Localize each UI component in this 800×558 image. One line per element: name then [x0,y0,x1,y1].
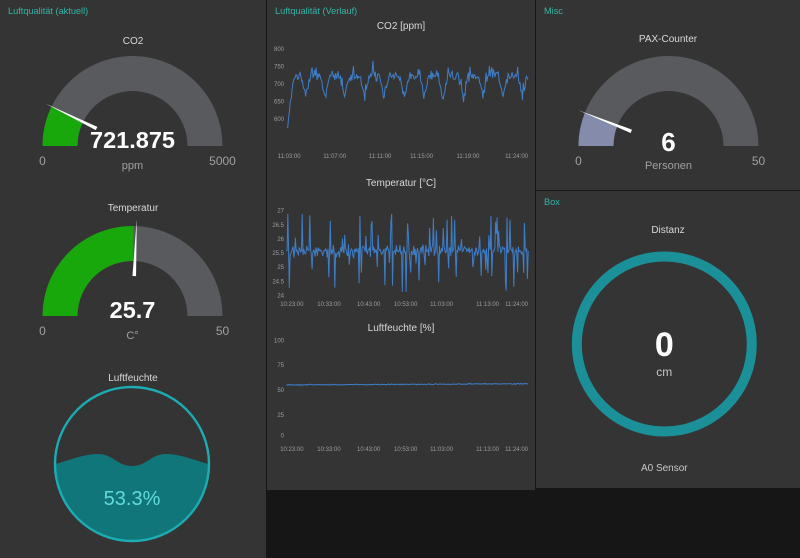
svg-text:721.875: 721.875 [90,127,175,153]
svg-text:50: 50 [277,388,284,394]
svg-text:24.5: 24.5 [272,279,284,285]
svg-text:50: 50 [216,324,230,338]
svg-text:0: 0 [575,154,582,168]
svg-text:10:33:00: 10:33:00 [317,302,341,308]
svg-text:27: 27 [277,209,284,215]
svg-text:0: 0 [39,154,46,168]
svg-text:11:13:00: 11:13:00 [476,447,500,453]
svg-text:26: 26 [277,237,284,243]
svg-text:10:53:00: 10:53:00 [394,302,418,308]
svg-text:650: 650 [274,99,285,105]
svg-text:25.5: 25.5 [272,251,284,257]
svg-text:11:24:00: 11:24:00 [505,302,529,308]
svg-text:26.5: 26.5 [272,223,284,229]
svg-text:700: 700 [274,82,285,88]
svg-text:100: 100 [274,339,285,345]
svg-text:25: 25 [277,413,284,419]
svg-text:10:23:00: 10:23:00 [280,302,304,308]
svg-text:6: 6 [661,127,675,157]
svg-text:0: 0 [39,324,46,338]
svg-text:11:03:00: 11:03:00 [430,447,454,453]
svg-text:53.3%: 53.3% [104,488,161,510]
svg-text:0: 0 [281,434,285,440]
svg-text:5000: 5000 [209,154,236,168]
svg-text:750: 750 [274,64,285,70]
svg-text:800: 800 [274,47,285,53]
svg-text:10:43:00: 10:43:00 [357,302,381,308]
svg-text:75: 75 [277,363,284,369]
svg-text:11:03:00: 11:03:00 [278,154,302,160]
svg-text:10:53:00: 10:53:00 [394,447,418,453]
svg-text:11:19:00: 11:19:00 [457,154,481,160]
svg-text:10:43:00: 10:43:00 [357,447,381,453]
svg-text:cm: cm [656,365,672,379]
svg-text:11:07:00: 11:07:00 [323,154,347,160]
svg-text:10:33:00: 10:33:00 [317,447,341,453]
svg-text:25.7: 25.7 [110,297,156,323]
svg-text:11:15:00: 11:15:00 [410,154,434,160]
svg-text:50: 50 [752,154,766,168]
svg-text:25: 25 [277,265,284,271]
svg-text:11:24:00: 11:24:00 [505,447,529,453]
svg-text:10:23:00: 10:23:00 [280,447,304,453]
svg-text:Personen: Personen [645,160,692,172]
svg-text:0: 0 [655,326,674,364]
svg-text:C°: C° [126,330,138,342]
svg-text:11:11:00: 11:11:00 [369,154,392,160]
svg-text:11:03:00: 11:03:00 [430,302,454,308]
svg-text:11:24:00: 11:24:00 [505,154,529,160]
svg-text:11:13:00: 11:13:00 [476,302,500,308]
svg-text:600: 600 [274,117,285,123]
svg-text:A0 Sensor: A0 Sensor [641,463,688,474]
